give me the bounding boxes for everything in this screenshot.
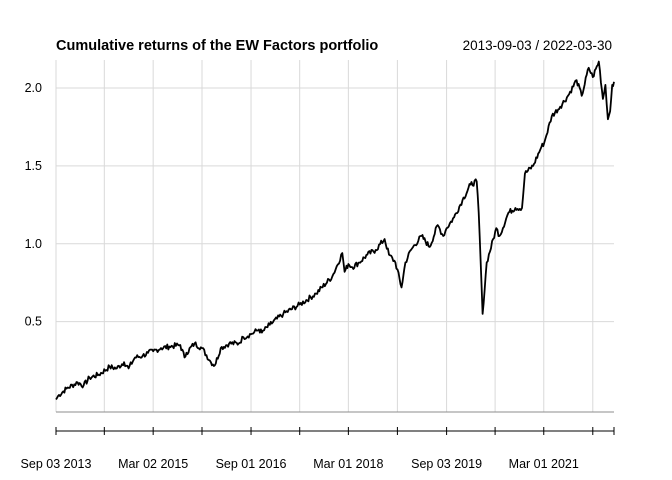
x-tick-label: Mar 01 2018 bbox=[313, 457, 383, 471]
y-tick-label: 1.0 bbox=[25, 237, 42, 251]
x-axis: Sep 03 2013 Mar 02 2015 Sep 01 2016 Mar 01 … bbox=[21, 411, 615, 471]
y-axis: 0.5 1.0 1.5 2.0 bbox=[25, 81, 42, 329]
x-tick-label: Sep 03 2013 bbox=[21, 457, 92, 471]
period-label: 2013-09-03 / 2022-03-30 bbox=[463, 38, 612, 53]
series-line-cumulative-returns bbox=[55, 60, 615, 400]
x-tick-label: Mar 01 2021 bbox=[509, 457, 579, 471]
series-group bbox=[55, 60, 615, 400]
y-tick-label: 2.0 bbox=[25, 81, 42, 95]
chart-title: Cumulative returns of the EW Factors por… bbox=[56, 38, 378, 54]
x-tick-label: Mar 02 2015 bbox=[118, 457, 188, 471]
y-tick-label: 0.5 bbox=[25, 315, 42, 329]
x-tick-label: Sep 03 2019 bbox=[411, 457, 482, 471]
grid-lines bbox=[55, 60, 614, 412]
x-tick-label: Sep 01 2016 bbox=[216, 457, 287, 471]
y-tick-label: 1.5 bbox=[25, 159, 42, 173]
